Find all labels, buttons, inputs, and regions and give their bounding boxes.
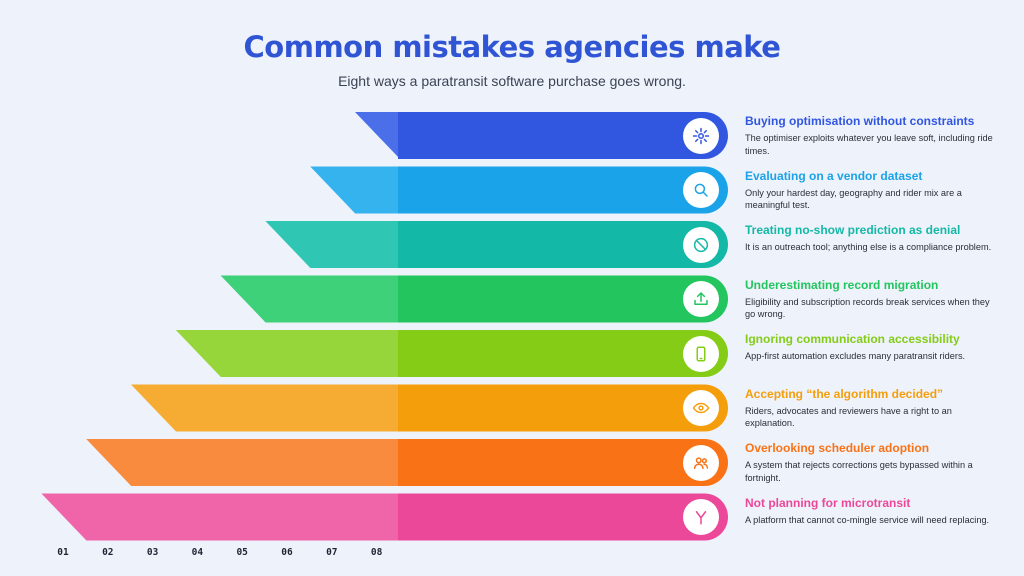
step-wedge	[41, 493, 399, 541]
phone-icon	[696, 346, 705, 361]
step-wedge	[310, 166, 398, 214]
axis-label: 01	[57, 547, 69, 558]
step-bar	[398, 166, 728, 214]
icon-badge	[682, 499, 719, 535]
item-title: Underestimating record migration	[745, 277, 939, 292]
item-description: A platform that cannot co-mingle service…	[745, 514, 990, 525]
icon-badge	[682, 117, 719, 154]
item-title: Ignoring communication accessibility	[745, 332, 960, 346]
step-bar	[398, 330, 728, 377]
step-bar	[398, 439, 728, 486]
step-bar	[398, 221, 728, 268]
item-title: Treating no-show prediction as denial	[745, 223, 961, 237]
item-description: Eligibility and subscription records bre…	[745, 296, 990, 320]
item-title: Buying optimisation without constraints	[745, 114, 975, 128]
step-bar	[398, 384, 728, 432]
step-wedge	[220, 275, 398, 323]
axis-label: 04	[191, 547, 204, 558]
axis-label: 05	[236, 547, 248, 558]
item-title: Accepting “the algorithm decided”	[745, 386, 944, 401]
item-title: Evaluating on a vendor dataset	[745, 168, 923, 183]
item-description: It is an outreach tool; anything else is…	[745, 242, 992, 252]
icon-badge	[682, 281, 719, 317]
axis-label: 02	[102, 547, 114, 558]
item-description: A system that rejects corrections gets b…	[745, 460, 973, 483]
eye-icon	[692, 402, 709, 414]
axis-label: 08	[370, 547, 383, 558]
step-wedge	[175, 330, 398, 377]
list-item: Overlooking scheduler adoption A system t…	[745, 441, 995, 484]
axis-label: 07	[326, 547, 338, 558]
item-description: Riders, advocates and reviewers have a r…	[745, 405, 952, 429]
item-description: App-first automation excludes many parat…	[745, 351, 966, 361]
step-wedge	[355, 112, 400, 159]
step-bar	[398, 112, 728, 159]
page-subtitle: Eight ways a paratransit software purcha…	[338, 73, 686, 89]
upload-icon	[693, 292, 708, 305]
item-title: Not planning for microtransit	[745, 495, 911, 510]
item-title: Overlooking scheduler adoption	[745, 441, 930, 455]
axis-label: 06	[281, 547, 293, 558]
list-item: Treating no-show prediction as denial It …	[745, 223, 995, 254]
list-item: Ignoring communication accessibility App-…	[745, 332, 995, 363]
step-bar	[398, 493, 728, 541]
page-title: Common mistakes agencies make	[243, 30, 781, 64]
step-wedge	[86, 439, 398, 486]
list-item: Not planning for microtransit A platform …	[745, 496, 995, 527]
block-icon	[693, 237, 708, 252]
icon-badge	[682, 335, 719, 372]
sparkle-icon	[692, 127, 709, 144]
list-item: Buying optimisation without constraints T…	[745, 114, 995, 157]
step-wedge	[265, 221, 398, 268]
list-item: Underestimating record migration Eligibil…	[745, 278, 995, 321]
item-description: Only your hardest day, geography and rid…	[745, 187, 962, 211]
icon-badge	[682, 390, 719, 426]
search-icon	[694, 183, 708, 197]
axis-label: 03	[146, 547, 159, 558]
list-item: Accepting “the algorithm decided” Riders,…	[745, 387, 995, 430]
list-item: Evaluating on a vendor dataset Only your …	[745, 169, 995, 212]
step-wedge	[131, 384, 398, 432]
users-icon	[693, 456, 708, 469]
step-bar	[398, 275, 728, 323]
icon-badge	[682, 444, 719, 481]
icon-badge	[682, 226, 719, 263]
icon-badge	[682, 172, 719, 208]
item-description: The optimiser exploits whatever you leav…	[745, 133, 993, 156]
merge-icon	[695, 511, 706, 525]
